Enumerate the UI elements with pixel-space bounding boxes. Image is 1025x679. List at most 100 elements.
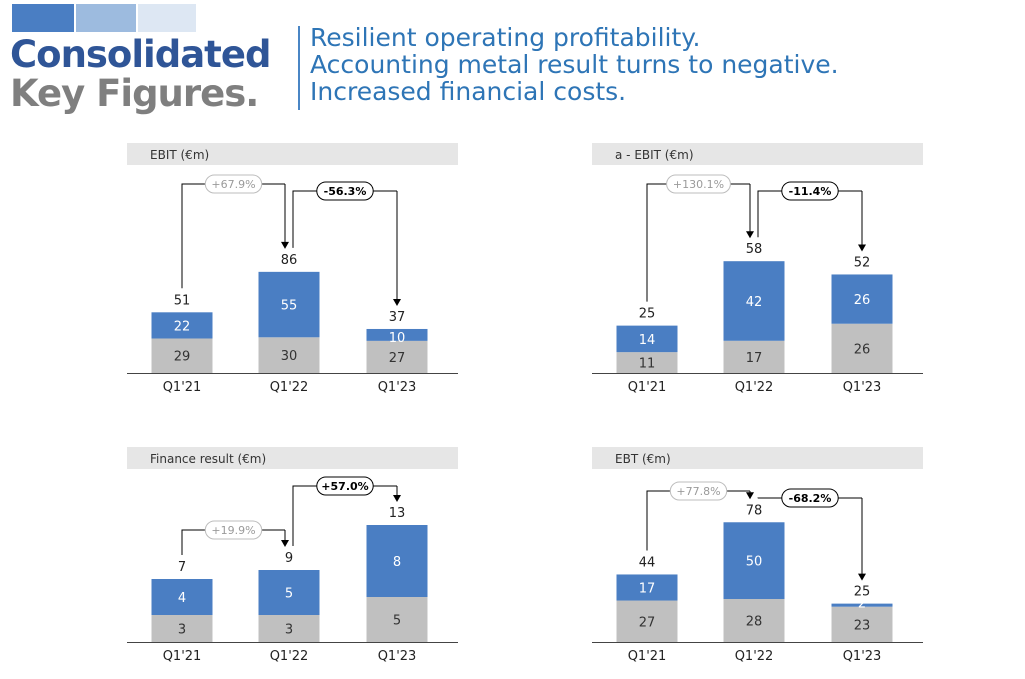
bar-segment-increment: [258, 570, 320, 615]
change-arrow-head: [281, 540, 289, 547]
data-label-increment: 2: [858, 597, 866, 612]
data-label-base: 5: [393, 614, 401, 629]
title-divider: [298, 26, 300, 110]
change-arrow-head: [281, 241, 289, 249]
chart-title: EBIT (€m): [150, 148, 209, 162]
change-label: -68.2%: [789, 492, 832, 505]
change-label: +130.1%: [673, 178, 724, 191]
data-label-base: 28: [746, 615, 763, 630]
data-label-total: 78: [746, 503, 763, 518]
change-pill: [669, 481, 728, 501]
chart-finance-result: Finance result (€m) 3 4 7 Q1'21 3 5 9 Q1'22 5 8 13 Q…: [127, 447, 458, 664]
bar-segment-increment: [151, 579, 213, 615]
data-label-total: 9: [285, 551, 293, 566]
data-label-base: 30: [281, 349, 298, 364]
data-label-total: 44: [639, 555, 656, 570]
data-label-increment: 8: [393, 555, 401, 570]
change-pill: [204, 520, 263, 540]
data-label-base: 3: [178, 623, 186, 638]
chart-title-bar: [127, 447, 458, 469]
change-label: +77.8%: [676, 485, 720, 498]
bar-segment-base: [616, 352, 678, 373]
data-label-increment: 10: [389, 331, 406, 346]
data-label-total: 52: [854, 255, 871, 270]
change-label: -11.4%: [789, 185, 832, 198]
x-tick-label: Q1'22: [735, 649, 774, 664]
bar-segment-increment: [258, 271, 320, 338]
decoration-bar-1: [12, 4, 74, 32]
chart-title-bar: [592, 447, 923, 469]
data-label-increment: 5: [285, 587, 293, 602]
data-label-increment: 50: [746, 555, 763, 570]
data-label-increment: 4: [178, 591, 186, 606]
change-label: +67.9%: [211, 178, 255, 191]
data-label-increment: 17: [639, 582, 656, 597]
x-tick-label: Q1'23: [843, 380, 882, 395]
x-tick-label: Q1'22: [270, 649, 309, 664]
page-title-line-1: Consolidated: [10, 33, 271, 76]
bar-segment-increment: [366, 328, 428, 341]
decoration-bar-2: [76, 4, 136, 32]
bar-segment-increment: [831, 274, 893, 324]
change-arrow-head: [393, 495, 401, 502]
bar-segment-increment: [616, 325, 678, 353]
bar-segment-increment: [831, 603, 893, 607]
data-label-base: 27: [389, 351, 406, 366]
chart-ebit: EBIT (€m) 29 22 51 Q1'21 30 55 86 Q1'22 27 10 37 Q1'…: [127, 143, 458, 395]
data-label-total: 25: [854, 585, 871, 600]
data-label-base: 11: [639, 357, 656, 372]
data-label-base: 17: [746, 351, 763, 366]
bar-segment-base: [831, 606, 893, 642]
change-pill: [666, 174, 731, 194]
data-label-base: 23: [854, 618, 871, 633]
bar-segment-increment: [723, 261, 785, 341]
bar-segment-base: [258, 615, 320, 642]
subtitle-line-1: Resilient operating profitability.: [310, 23, 701, 52]
bar-segment-base: [151, 615, 213, 642]
data-label-total: 13: [389, 506, 406, 521]
bar-segment-base: [151, 338, 213, 373]
x-tick-label: Q1'23: [378, 649, 417, 664]
change-arrow-head: [746, 492, 754, 500]
x-tick-label: Q1'22: [270, 380, 309, 395]
data-label-increment: 42: [746, 295, 763, 310]
bar-segment-increment: [366, 525, 428, 597]
subtitle-line-2: Accounting metal result turns to negativ…: [310, 50, 839, 79]
x-tick-label: Q1'23: [843, 649, 882, 664]
change-pill: [316, 476, 374, 496]
chart-ebt: EBT (€m) 27 17 44 Q1'21 28 50 78 Q1'22 23 225 Q1'23…: [592, 447, 923, 664]
x-tick-label: Q1'22: [735, 380, 774, 395]
chart-title: EBT (€m): [615, 452, 671, 466]
change-pill: [204, 174, 263, 194]
data-label-increment: 22: [174, 319, 191, 334]
page-subtitle: Resilient operating profitability. Accou…: [310, 24, 839, 105]
bar-segment-base: [723, 599, 785, 642]
bar-segment-increment: [151, 312, 213, 339]
subtitle-line-3: Increased financial costs.: [310, 77, 627, 106]
chart-title: a - EBIT (€m): [615, 148, 694, 162]
decoration-bar-3: [138, 4, 196, 32]
chart-title: Finance result (€m): [150, 452, 266, 466]
data-label-total: 7: [178, 560, 186, 575]
change-label: +19.9%: [211, 524, 255, 537]
bar-segment-base: [831, 323, 893, 373]
chart-title-bar: [592, 143, 923, 165]
bar-segment-increment: [616, 574, 678, 601]
bar-segment-base: [366, 340, 428, 373]
change-label: +57.0%: [321, 480, 368, 493]
page-title-line-2: Key Figures.: [10, 72, 259, 115]
data-label-total: 86: [281, 253, 298, 268]
x-tick-label: Q1'21: [628, 649, 667, 664]
x-tick-label: Q1'21: [163, 649, 202, 664]
chart-a-ebit: a - EBIT (€m) 11 14 25 Q1'21 17 42 58 Q1'22 26 26 5…: [592, 143, 923, 395]
page-title: Consolidated Key Figures.: [10, 33, 271, 115]
bar-segment-base: [366, 597, 428, 642]
data-label-increment: 14: [639, 333, 656, 348]
data-label-total: 25: [639, 307, 656, 322]
bar-segment-base: [723, 340, 785, 373]
bar-segment-increment: [723, 522, 785, 600]
data-label-total: 51: [174, 293, 191, 308]
change-arrow-head: [858, 244, 866, 252]
data-label-increment: 55: [281, 299, 298, 314]
change-pill: [781, 488, 839, 508]
